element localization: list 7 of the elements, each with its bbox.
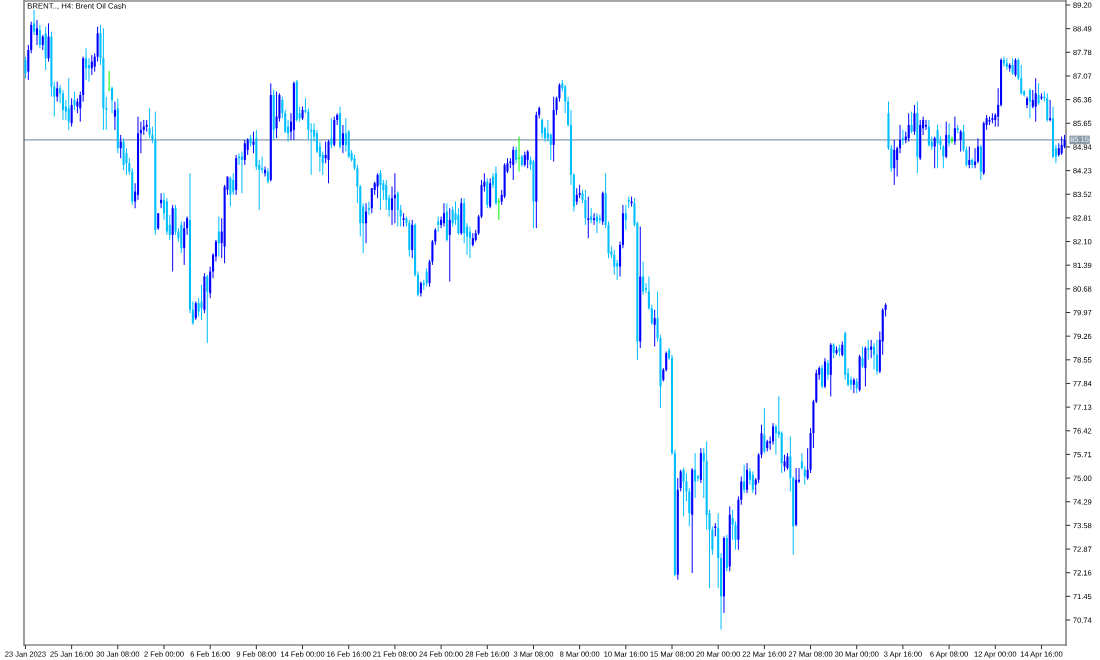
candlestick xyxy=(988,116,991,126)
candlestick xyxy=(861,345,864,369)
candlestick xyxy=(327,139,330,184)
candlestick xyxy=(73,91,76,111)
candlestick xyxy=(379,169,382,211)
candlestick xyxy=(1014,57,1017,78)
candlestick xyxy=(47,22,50,63)
